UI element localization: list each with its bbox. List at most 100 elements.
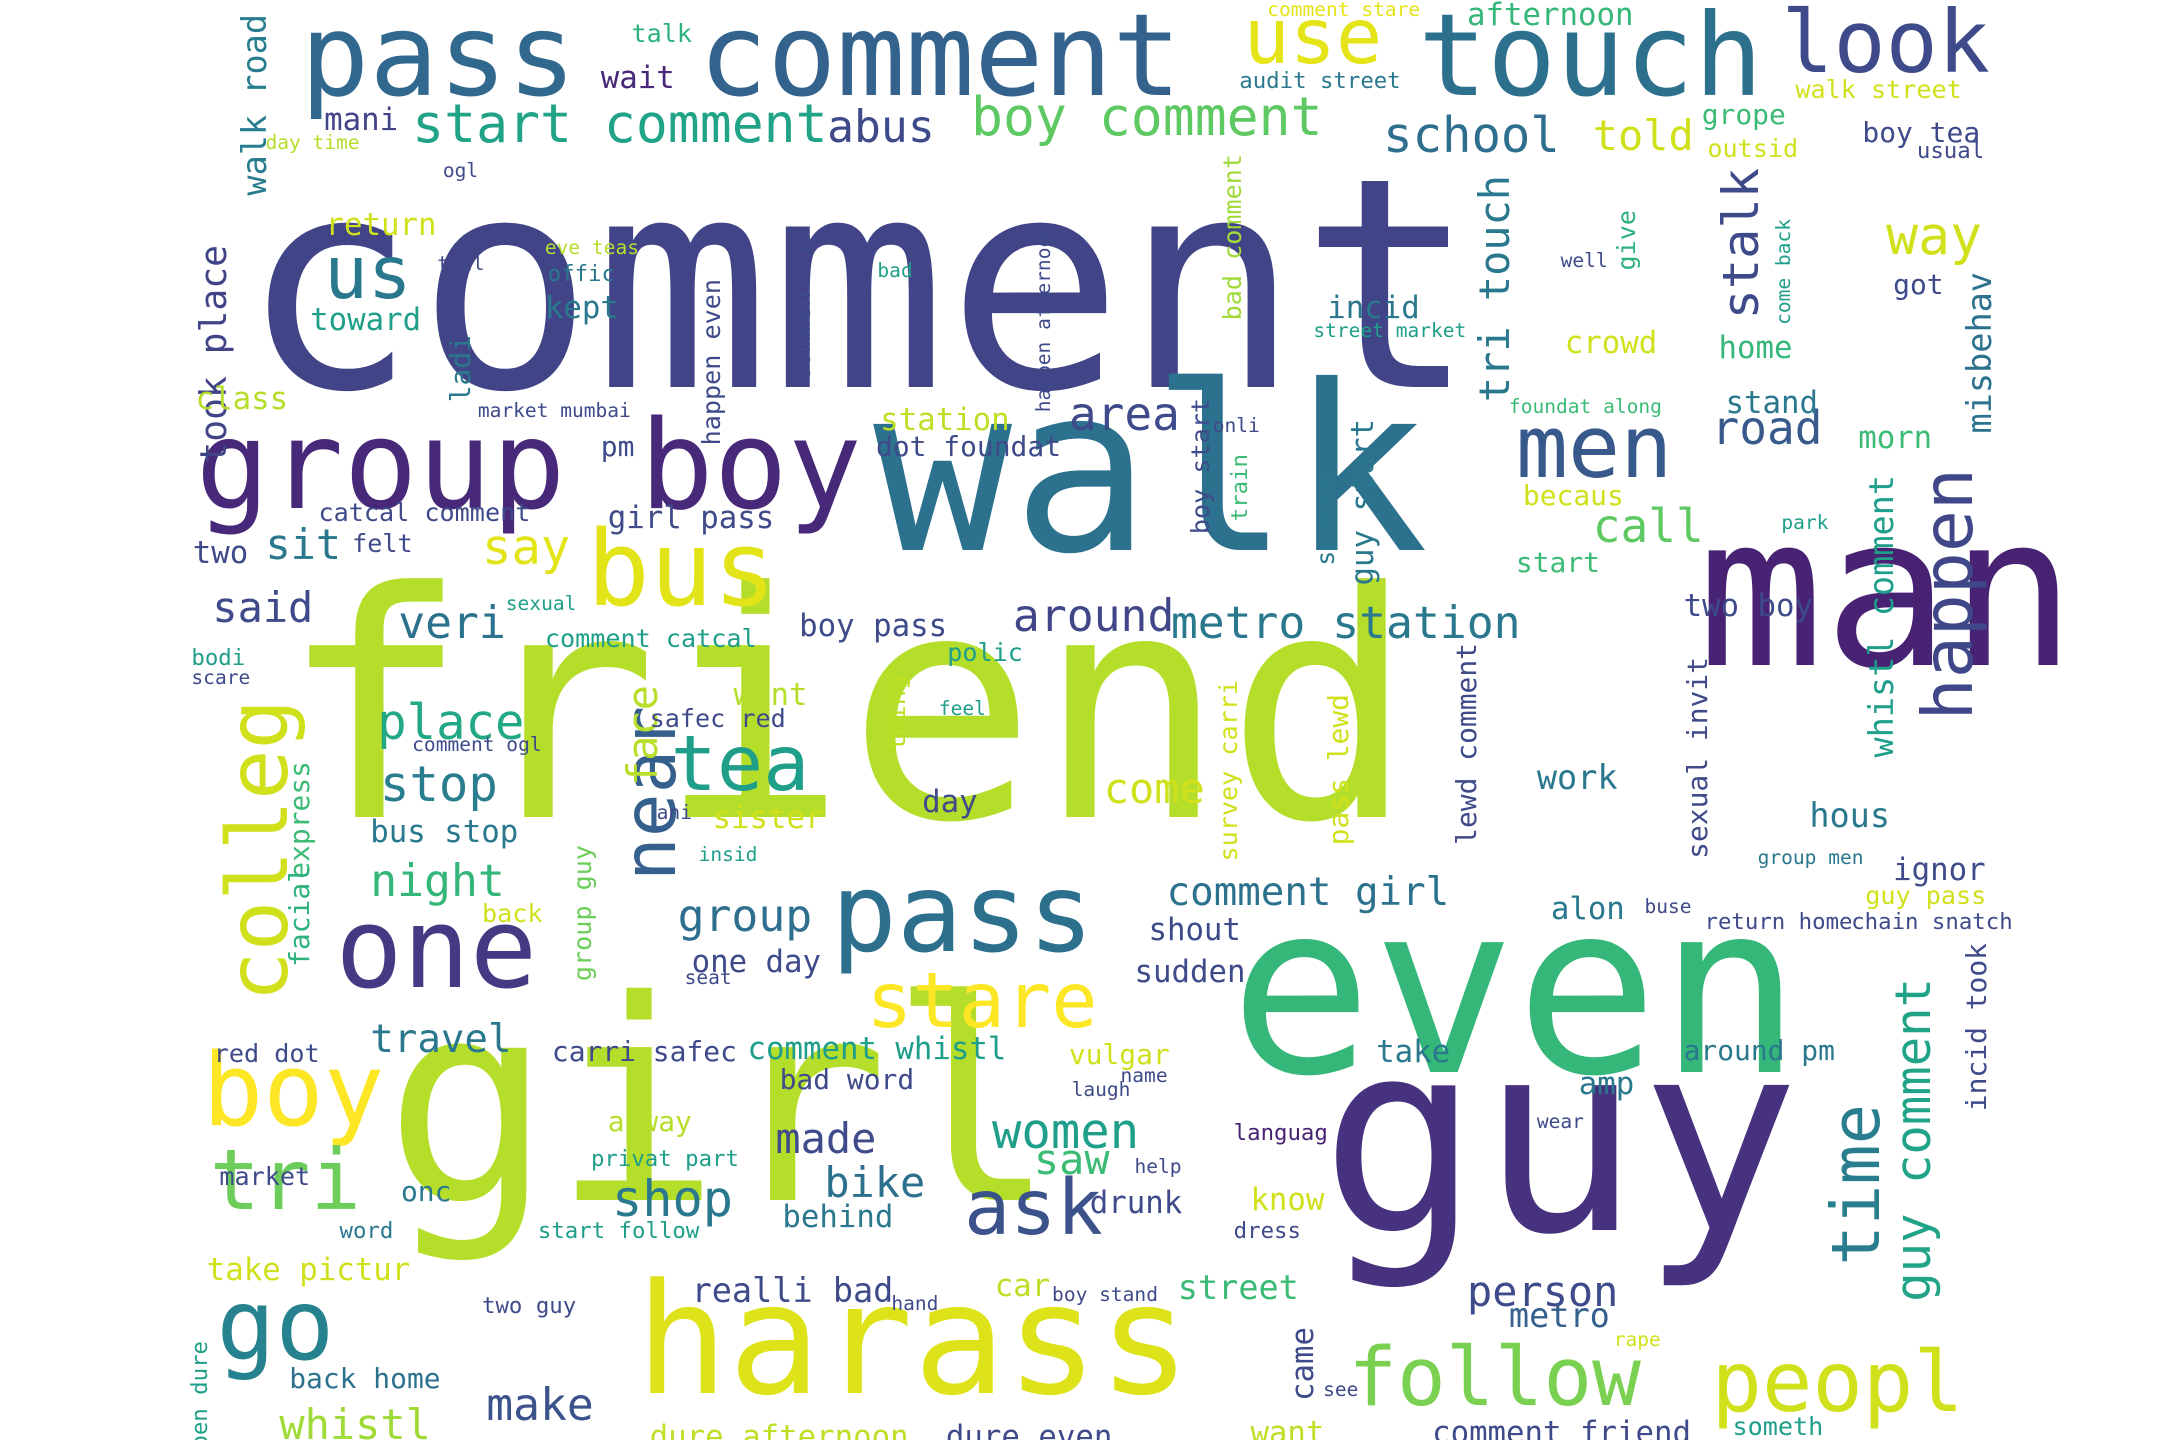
cloud-word: crowd: [1564, 325, 1658, 362]
cloud-word: misbehav: [1960, 272, 1999, 434]
cloud-word: ani: [656, 801, 692, 825]
cloud-word: park: [1781, 510, 1829, 534]
cloud-word: dure even: [945, 1419, 1113, 1440]
cloud-word: way: [1886, 204, 1983, 267]
cloud-word: walk: [873, 337, 1429, 606]
cloud-word: pm: [600, 430, 635, 464]
cloud-word: got: [1893, 268, 1944, 302]
cloud-word: eve teas: [544, 235, 640, 259]
cloud-word: privat part: [590, 1146, 739, 1173]
cloud-word: tell: [437, 252, 485, 276]
cloud-word: told: [1592, 110, 1694, 160]
cloud-word: comment us: [787, 230, 817, 382]
cloud-word: pass: [300, 0, 577, 123]
cloud-word: one day: [691, 944, 822, 981]
cloud-word: us: [324, 231, 412, 316]
cloud-word: veri: [398, 596, 506, 649]
cloud-word: made: [775, 1113, 877, 1163]
cloud-word: dure afternoon: [649, 1419, 909, 1440]
cloud-word: day: [922, 783, 978, 820]
cloud-word: give: [1611, 209, 1641, 271]
cloud-word: boy pass: [799, 607, 948, 644]
cloud-word: metro: [1508, 1296, 1610, 1336]
cloud-word: chain snatch: [1851, 908, 2013, 935]
cloud-word: person: [1467, 1267, 1619, 1317]
cloud-word: rape: [1613, 1328, 1661, 1352]
cloud-word: offic: [547, 260, 615, 287]
cloud-word: felt: [352, 528, 413, 558]
cloud-word: help: [1134, 1154, 1182, 1178]
cloud-word: tri: [209, 1130, 361, 1229]
cloud-word: one: [335, 884, 538, 1015]
cloud-word: hand: [891, 1291, 939, 1315]
cloud-word: comment friend: [1432, 1415, 1691, 1440]
cloud-word: bike: [824, 1158, 926, 1208]
cloud-word: kept: [544, 290, 619, 327]
cloud-word: seat: [684, 966, 732, 990]
cloud-word: bus stop: [370, 814, 519, 851]
cloud-word: comment whistl: [747, 1030, 1007, 1067]
cloud-word: ignor: [1893, 852, 1986, 889]
cloud-word: scare: [191, 665, 251, 689]
cloud-word: bus: [586, 507, 777, 630]
cloud-word: comment ogl: [412, 732, 542, 756]
cloud-word: hous: [1809, 796, 1891, 836]
cloud-word: comment stare: [1267, 0, 1421, 21]
cloud-word: saw: [1033, 1134, 1110, 1184]
cloud-word: school: [1383, 106, 1560, 164]
cloud-word: facial: [283, 866, 317, 968]
cloud-word: around pm: [1683, 1033, 1835, 1067]
cloud-word: toward: [310, 301, 422, 338]
cloud-word: behind: [782, 1198, 894, 1235]
cloud-word: name: [1120, 1064, 1168, 1088]
cloud-word: night: [370, 855, 505, 908]
cloud-word: work: [1536, 758, 1618, 798]
cloud-word: whistl: [279, 1400, 431, 1440]
cloud-word: men: [1515, 398, 1673, 499]
cloud-word: bad word: [779, 1063, 915, 1097]
cloud-word: safec red: [649, 703, 786, 733]
cloud-word: around: [1012, 589, 1175, 642]
cloud-word: someth: [1732, 1411, 1824, 1440]
cloud-word: polic: [947, 637, 1023, 667]
cloud-word: incid took: [1960, 943, 1993, 1112]
cloud-word: boy tea: [1862, 115, 1981, 149]
cloud-word: pass lewd: [1321, 694, 1355, 846]
cloud-word: station: [880, 402, 1010, 439]
cloud-word: mani: [324, 101, 399, 138]
cloud-word: two: [192, 534, 249, 571]
cloud-word: road: [1711, 401, 1823, 456]
cloud-word: area: [1068, 387, 1180, 442]
cloud-word: bad comment: [1217, 153, 1247, 321]
cloud-word: shop: [611, 1168, 734, 1228]
cloud-word: ladi: [444, 335, 478, 403]
cloud-word: boy comment: [971, 85, 1323, 148]
cloud-word: guy pass: [1865, 881, 1987, 910]
cloud-word: group: [677, 890, 813, 943]
cloud-word: day time: [265, 130, 360, 154]
cloud-word: come back: [1772, 219, 1796, 326]
cloud-word: walk street: [1795, 74, 1962, 104]
cloud-word: onli: [1212, 414, 1260, 438]
cloud-word: morn: [1858, 420, 1933, 457]
cloud-word: even: [1229, 853, 1802, 1130]
cloud-word: see: [1323, 1378, 1359, 1402]
cloud-word: street: [1177, 1268, 1299, 1308]
cloud-word: dot foundat: [876, 430, 1062, 464]
cloud-word: two boy: [1683, 587, 1814, 624]
cloud-word: take: [1376, 1033, 1451, 1070]
cloud-word: face: [617, 684, 667, 786]
cloud-word: comment catcal: [544, 623, 757, 653]
cloud-word: use: [1243, 0, 1383, 82]
cloud-word: pass: [831, 850, 1094, 978]
cloud-word: know: [1250, 1181, 1325, 1218]
cloud-word: amp: [1578, 1065, 1635, 1102]
cloud-word: audit street: [1239, 67, 1401, 94]
cloud-word: usual: [1916, 137, 1985, 164]
cloud-word: happen afternoon: [1031, 223, 1055, 412]
cloud-word: start comment: [412, 92, 828, 155]
cloud-word: market mumbai: [477, 398, 631, 422]
cloud-word: alway: [607, 1104, 692, 1138]
cloud-word: girl: [384, 941, 1058, 1267]
